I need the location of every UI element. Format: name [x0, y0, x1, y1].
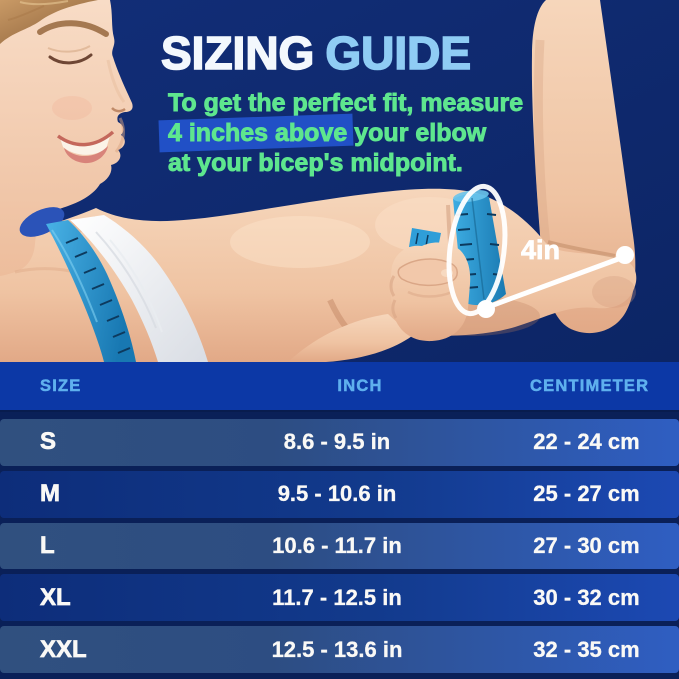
deltoid-highlight [230, 216, 370, 268]
title-primary: SIZING [160, 26, 315, 80]
cm-cell: 27 - 30 cm [533, 532, 640, 558]
smile-crease [114, 117, 125, 153]
bicep-dot [477, 300, 495, 318]
col-header-inch: INCH [337, 376, 383, 395]
size-cell: M [40, 480, 61, 508]
model-hair [0, 0, 98, 44]
model-face [0, 0, 133, 276]
elbow-dot [616, 246, 634, 264]
table-row-l: L 10.6 - 11.7 in 27 - 30 cm [0, 522, 679, 570]
measurement-line-annotation [477, 246, 634, 318]
table-row-xxl: XXL 12.5 - 13.6 in 32 - 35 cm [0, 626, 679, 673]
measurement-label: 4in [521, 235, 561, 266]
table-header-row: SIZE INCH CENTIMETER [0, 362, 679, 412]
table-row-xl: XL 11.7 - 12.5 in 30 - 32 cm [0, 574, 679, 622]
eyebrow [37, 20, 109, 37]
col-header-size: SIZE [40, 376, 82, 395]
subtitle-line-3: at your bicep's midpoint. [168, 149, 464, 178]
hair-strand [19, 0, 69, 6]
tank-top-strap [70, 215, 208, 362]
subtitle-line-1: To get the perfect fit, measure [168, 89, 524, 118]
cheek-blush [52, 96, 92, 120]
size-cell: XXL [40, 635, 87, 663]
subtitle: To get the perfect fit, measure 4 inches… [168, 88, 524, 178]
table-row-s: S 8.6 - 9.5 in 22 - 24 cm [0, 419, 679, 466]
size-cell: L [40, 531, 55, 560]
inch-cell: 12.5 - 13.6 in [271, 636, 403, 662]
title-accent: GUIDE [325, 26, 472, 80]
elbow-shadow [592, 276, 636, 308]
size-table: SIZE INCH CENTIMETER S 8.6 - 9.5 in 22 -… [0, 362, 679, 679]
inch-cell: 8.6 - 9.5 in [283, 429, 391, 455]
strap-fold [95, 231, 157, 329]
lower-lip [64, 146, 108, 164]
hand-gripping-tape [389, 242, 471, 342]
eyelid-crease [47, 45, 91, 53]
forearm-shading [533, 39, 551, 246]
upper-lip [56, 130, 115, 147]
hero-photo-section: SIZING GUIDE To get the perfect fit, meas… [0, 0, 679, 362]
inch-cell: 9.5 - 10.6 in [277, 481, 397, 507]
measurement-oval-annotation [446, 183, 508, 317]
teeth [60, 136, 110, 155]
col-header-centimeter: CENTIMETER [530, 376, 650, 395]
left-forearm [288, 314, 412, 362]
strap-fold [109, 239, 163, 333]
model-photo-illustration [0, 0, 679, 362]
size-cell: XL [40, 583, 71, 611]
subtitle-line-2-rest: your elbow [354, 119, 487, 148]
cm-cell: 32 - 35 cm [533, 636, 640, 662]
tape-measure-shoulder [46, 220, 136, 362]
size-cell: S [40, 428, 57, 456]
elbow-crease [547, 240, 616, 258]
cm-cell: 22 - 24 cm [533, 429, 640, 455]
subtitle-line-2: 4 inches above your elbow [168, 118, 523, 148]
subtitle-highlight: 4 inches above [168, 119, 348, 148]
cm-cell: 30 - 32 cm [533, 584, 640, 610]
page-title: SIZING GUIDE [160, 26, 472, 80]
cm-cell: 25 - 27 cm [533, 481, 640, 507]
closed-eye [48, 53, 93, 65]
nostril [111, 107, 126, 113]
inch-cell: 10.6 - 11.7 in [272, 532, 402, 558]
inch-cell: 11.7 - 12.5 in [272, 584, 402, 610]
nose-shading [106, 59, 126, 103]
table-body: S 8.6 - 9.5 in 22 - 24 cm M 9.5 - 10.6 i… [0, 412, 679, 679]
table-row-m: M 9.5 - 10.6 in 25 - 27 cm [0, 470, 679, 518]
hair-strand [7, 5, 45, 21]
